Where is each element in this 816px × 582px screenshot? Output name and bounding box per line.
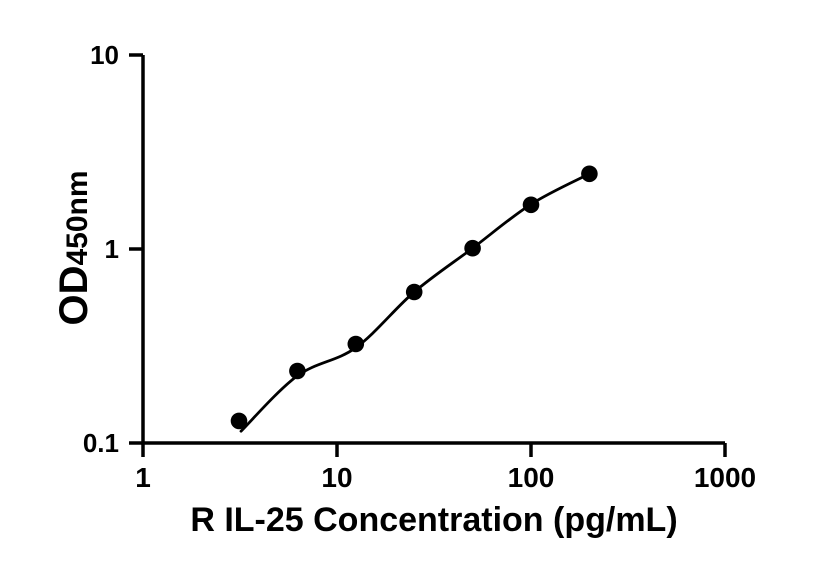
data-point [230, 412, 248, 430]
data-point [289, 362, 306, 380]
y-axis-title: OD450nm [52, 170, 96, 325]
axis-lines [141, 55, 725, 445]
x-tick-label: 100 [508, 462, 555, 493]
y-axis-title-main: OD [52, 266, 96, 326]
fit-curve [239, 172, 591, 433]
fit-curve-layer [239, 172, 591, 433]
y-axis-title-subscript: 450nm [61, 170, 94, 265]
data-point [405, 283, 423, 301]
y-tick-label: 10 [90, 40, 119, 70]
x-axis-title: R IL-25 Concentration (pg/mL) [190, 501, 677, 539]
x-tick-label: 10 [321, 462, 352, 493]
data-point [581, 165, 598, 183]
y-tick-label: 0.1 [83, 428, 119, 458]
tick-labels-layer: 10 1 0.1 1 10 100 1000 [83, 40, 756, 493]
data-point [464, 239, 481, 257]
x-tick-label: 1000 [694, 462, 756, 493]
y-tick-label: 1 [105, 234, 119, 264]
data-point [347, 335, 365, 353]
x-tick-label: 1 [135, 462, 151, 493]
data-point [522, 196, 540, 214]
axes-layer [129, 53, 727, 457]
data-points-layer [230, 165, 598, 430]
